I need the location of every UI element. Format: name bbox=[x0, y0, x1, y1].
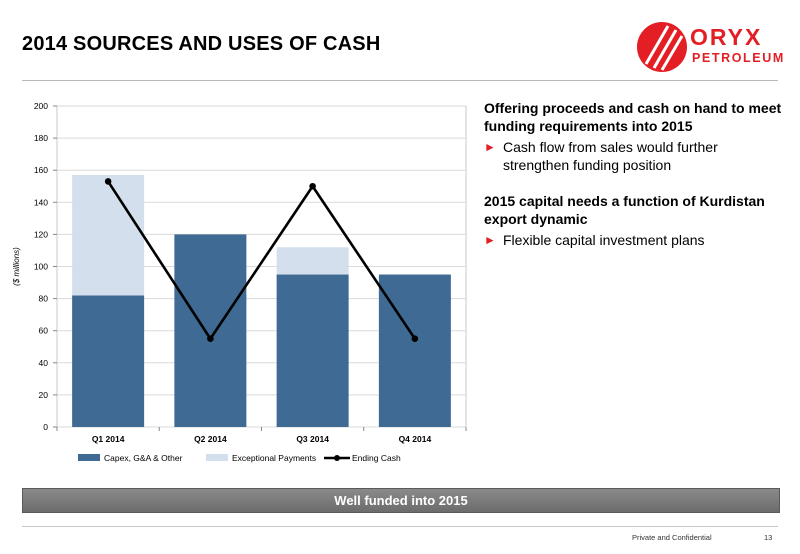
y-tick-label: 140 bbox=[34, 197, 48, 207]
legend-marker bbox=[334, 455, 340, 461]
bullet-heading: Offering proceeds and cash on hand to me… bbox=[484, 100, 782, 134]
y-tick-label: 20 bbox=[39, 390, 49, 400]
bar-segment bbox=[276, 274, 349, 427]
bar-segment bbox=[276, 247, 349, 275]
legend-label: Ending Cash bbox=[352, 453, 401, 463]
y-tick-label: 100 bbox=[34, 262, 48, 272]
x-tick-label: Q2 2014 bbox=[194, 434, 227, 444]
y-tick-label: 80 bbox=[39, 294, 49, 304]
ending-cash-point bbox=[411, 335, 419, 343]
bullet-point: ► Flexible capital investment plans bbox=[484, 231, 784, 249]
bullet-text: Flexible capital investment plans bbox=[503, 232, 705, 248]
cash-chart: 0 20 40 60 80 100 120 140 160 180 200 ($ millions) Q… bbox=[12, 101, 467, 463]
ending-cash-line bbox=[107, 180, 416, 342]
legend-label: Capex, G&A & Other bbox=[104, 453, 183, 463]
y-tick-label: 60 bbox=[39, 326, 49, 336]
bar-segment bbox=[72, 295, 145, 427]
bullet-text: Cash flow from sales would further stren… bbox=[503, 139, 718, 173]
bullet-heading: 2015 capital needs a function of Kurdist… bbox=[484, 193, 765, 227]
legend-swatch bbox=[78, 454, 100, 461]
arrow-bullet-icon: ► bbox=[484, 140, 496, 154]
logo-emblem-icon bbox=[637, 22, 687, 72]
y-tick-label: 200 bbox=[34, 101, 48, 111]
y-tick-label: 180 bbox=[34, 133, 48, 143]
y-tick-label: 120 bbox=[34, 229, 48, 239]
bar-segment bbox=[378, 274, 451, 427]
legend-swatch bbox=[206, 454, 228, 461]
ending-cash-point bbox=[104, 178, 112, 185]
x-tick-label: Q1 2014 bbox=[92, 434, 125, 444]
key-points: Offering proceeds and cash on hand to me… bbox=[484, 99, 784, 249]
y-tick-label: 160 bbox=[34, 165, 48, 175]
ending-cash-point bbox=[309, 182, 316, 190]
y-axis-label: ($ millions) bbox=[12, 247, 21, 286]
bar-segment bbox=[72, 175, 145, 296]
bullet-point: ► Cash flow from sales would further str… bbox=[484, 138, 784, 174]
logo-wordmark: ORYX bbox=[690, 24, 763, 50]
title-divider bbox=[22, 80, 778, 81]
y-tick-label: 40 bbox=[39, 358, 49, 368]
arrow-bullet-icon: ► bbox=[484, 233, 496, 247]
x-tick-label: Q4 2014 bbox=[399, 434, 432, 444]
confidentiality-note: Private and Confidential bbox=[632, 533, 712, 542]
y-tick-label: 0 bbox=[43, 422, 48, 432]
footer-divider bbox=[22, 526, 778, 527]
legend-label: Exceptional Payments bbox=[232, 453, 316, 463]
x-tick-label: Q3 2014 bbox=[296, 434, 329, 444]
logo-subtitle: PETROLEUM bbox=[692, 51, 785, 65]
ending-cash-point bbox=[207, 335, 214, 343]
page-number: 13 bbox=[764, 533, 773, 542]
page-title: 2014 SOURCES AND USES OF CASH bbox=[22, 33, 381, 55]
company-logo: ORYX PETROLEUM bbox=[636, 20, 786, 74]
bar-segment bbox=[174, 234, 247, 427]
summary-banner: Well funded into 2015 bbox=[22, 488, 780, 513]
